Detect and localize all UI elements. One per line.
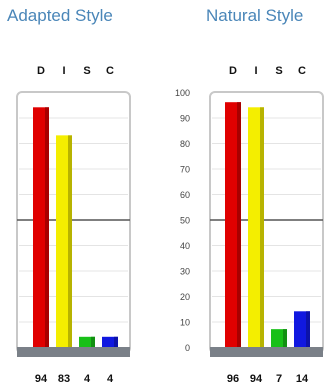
- category-label-C: C: [298, 65, 306, 77]
- category-label-D: D: [37, 65, 45, 77]
- y-tick-label: 0: [185, 343, 190, 353]
- category-label-I: I: [62, 65, 65, 77]
- natural-style-title: Natural Style: [206, 6, 304, 25]
- y-tick-label: 70: [180, 165, 190, 175]
- value-label-S: 4: [84, 373, 91, 385]
- y-tick-label: 20: [180, 292, 190, 302]
- y-tick-label: 60: [180, 190, 190, 200]
- bar-shade-S: [283, 329, 287, 347]
- y-tick-label: 10: [180, 318, 190, 328]
- value-label-D: 96: [227, 373, 239, 385]
- y-tick-label: 80: [180, 139, 190, 149]
- value-label-D: 94: [35, 373, 48, 385]
- bar-C: [102, 336, 118, 347]
- value-label-C: 4: [107, 373, 114, 385]
- value-label-I: 94: [250, 373, 263, 385]
- value-label-I: 83: [58, 373, 70, 385]
- y-tick-label: 100: [175, 88, 190, 98]
- bar-shade-I: [68, 135, 72, 347]
- y-tick-label: 30: [180, 267, 190, 277]
- category-label-I: I: [254, 65, 257, 77]
- bar-S: [79, 336, 95, 347]
- bar-shade-S: [91, 336, 95, 347]
- category-label-C: C: [106, 65, 114, 77]
- category-label-S: S: [275, 65, 282, 77]
- value-label-S: 7: [276, 373, 282, 385]
- value-label-C: 14: [296, 373, 309, 385]
- category-label-S: S: [83, 65, 90, 77]
- y-tick-label: 40: [180, 241, 190, 251]
- bar-shade-C: [114, 336, 118, 347]
- category-label-D: D: [229, 65, 237, 77]
- bar-shade-D: [237, 102, 241, 347]
- bar-shade-C: [306, 311, 310, 347]
- chart-base-0: [17, 347, 130, 357]
- y-tick-label: 90: [180, 114, 190, 124]
- y-tick-label: 50: [180, 216, 190, 226]
- bar-shade-D: [45, 107, 49, 347]
- bar-shade-I: [260, 107, 264, 347]
- adapted-style-title: Adapted Style: [7, 6, 113, 25]
- chart-base-1: [210, 347, 323, 357]
